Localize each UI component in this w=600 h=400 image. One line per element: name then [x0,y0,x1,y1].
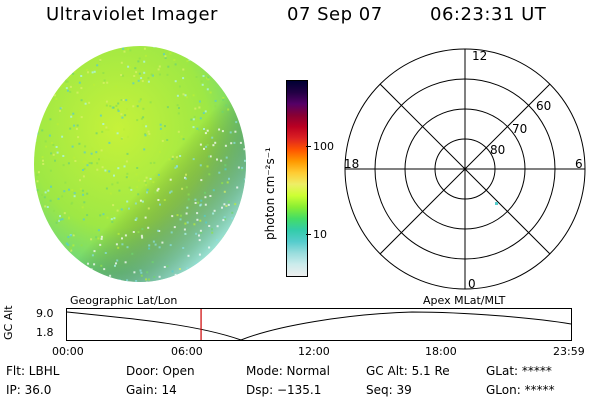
timeline-right-title: Apex MLat/MLT [423,294,506,307]
door-value: Door: Open [126,364,195,378]
polar-ring-70: 70 [512,122,527,136]
instrument-title: Ultraviolet Imager [46,4,218,25]
filter-value: Flt: LBHL [6,364,60,378]
timeline-tick-3: 18:00 [425,345,457,358]
polar-label-bottom: 0 [468,277,476,291]
seq-value: Seq: 39 [366,383,412,397]
colorbar [286,80,308,277]
polar-ring-60: 60 [536,99,551,113]
uv-disk-image [34,46,246,282]
time-label: 06:23:31 UT [430,4,547,25]
polar-label-left: 18 [344,157,359,171]
timeline-y-max: 9.0 [36,307,54,320]
polar-ring-80: 80 [490,143,505,157]
polar-label-right: 6 [575,157,583,171]
timeline-plot [66,308,572,341]
timeline-left-title: Geographic Lat/Lon [70,294,178,307]
gcalt-value: GC Alt: 5.1 Re [366,364,450,378]
colorbar-tick-10-mark [306,234,311,235]
colorbar-tick-10: 10 [313,228,327,241]
timeline-tick-2: 12:00 [298,345,330,358]
colorbar-unit-label: photon cm⁻²s⁻¹ [263,147,277,240]
timeline-tick-0: 00:00 [52,345,84,358]
dsp-value: Dsp: −135.1 [246,383,322,397]
colorbar-gradient [287,81,307,276]
polar-mlt-plot: 12 0 18 6 60 70 80 [344,48,586,291]
date-label: 07 Sep 07 [287,4,383,25]
timeline-tick-1: 06:00 [171,345,203,358]
timeline-y-axis-label: GC Alt [2,305,15,340]
glon-value: GLon: ***** [486,383,555,397]
polar-label-top: 12 [472,49,487,63]
mode-value: Mode: Normal [246,364,330,378]
gain-value: Gain: 14 [126,383,177,397]
timeline-y-min: 1.8 [36,326,54,339]
timeline-tick-4: 23:59 [553,345,585,358]
colorbar-tick-100: 100 [313,140,334,153]
ip-value: IP: 36.0 [6,383,52,397]
colorbar-tick-100-mark [306,146,311,147]
glat-value: GLat: ***** [486,364,552,378]
